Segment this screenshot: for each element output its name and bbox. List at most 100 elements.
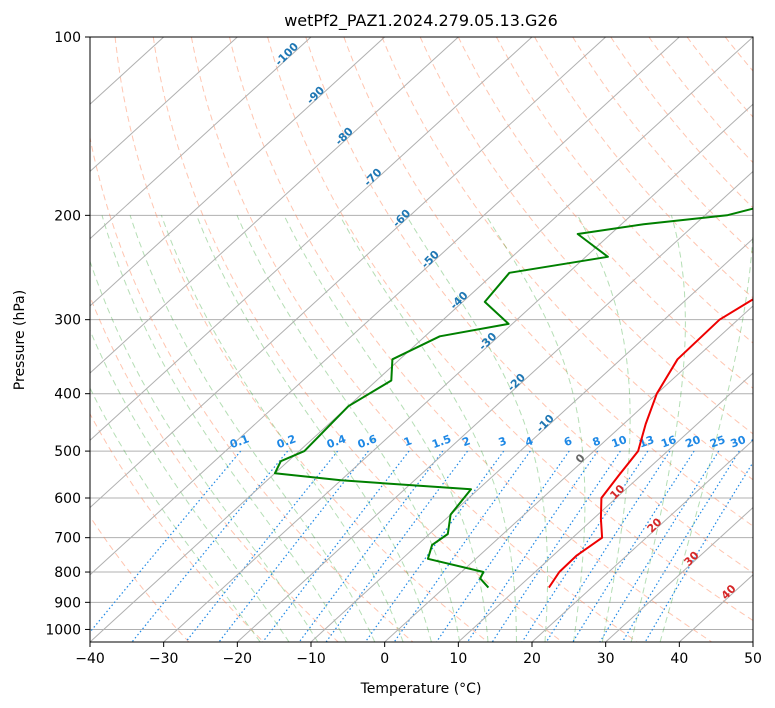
y-tick-label: 400 [54, 387, 81, 403]
x-axis-label: Temperature (°C) [360, 681, 482, 697]
dry-adiabat [343, 37, 753, 527]
dry-adiabat [152, 37, 563, 642]
isotherm-line [90, 37, 607, 509]
dry-adiabat [648, 37, 753, 164]
isotherm-line [310, 237, 753, 642]
background-labels: 0.1 0.2 0.4 0.6 1 1.5 2 3 4 6 8 10 13 16 20 25 30 36-100-… [228, 40, 768, 602]
dry-adiabat [90, 412, 264, 642]
y-axis-ticks: 100 200 300 400 500 600 700 800 900 1000 [45, 30, 90, 638]
isotherm-label: -100 [272, 40, 301, 69]
x-tick-label: −20 [223, 651, 253, 667]
isotherm-label: 20 [645, 515, 665, 535]
isotherm-line [90, 37, 386, 307]
mixing-ratio-label: 8 [591, 434, 603, 449]
isotherm-label: 40 [719, 582, 739, 602]
dry-adiabat [763, 37, 775, 642]
x-tick-label: −40 [75, 651, 105, 667]
background-lines [90, 37, 775, 642]
moist-adiabat [283, 215, 489, 642]
mixing-ratio-label: 3 [497, 434, 509, 449]
mixing-ratio-line [298, 450, 444, 642]
isotherm-line [236, 170, 753, 642]
y-tick-label: 500 [54, 444, 81, 460]
moist-adiabat [90, 387, 261, 642]
x-tick-label: 50 [744, 651, 762, 667]
y-axis-label: Pressure (hPa) [12, 290, 28, 390]
isotherm-label: -40 [447, 289, 470, 312]
isotherm-label: -60 [390, 207, 413, 230]
isotherm-line [90, 37, 753, 642]
mixing-ratio-label: 0.1 [228, 432, 251, 451]
isotherm-label: 30 [682, 549, 702, 569]
x-tick-label: 20 [523, 651, 541, 667]
dry-adiabat [724, 37, 753, 72]
dry-adiabat [381, 37, 753, 481]
x-tick-label: −30 [149, 651, 179, 667]
chart-title: wetPf2_PAZ1.2024.279.05.13.G26 [284, 11, 558, 31]
mixing-ratio-label: 1 [402, 434, 414, 449]
dry-adiabat [90, 135, 414, 642]
isotherm-line [384, 305, 753, 642]
y-tick-label: 700 [54, 531, 81, 547]
series-temperature-line [548, 298, 753, 589]
mixing-ratio-line [491, 450, 621, 642]
moist-adiabat [339, 215, 517, 642]
moist-adiabat [101, 215, 347, 642]
mixing-ratio-line [599, 450, 720, 642]
x-tick-label: −10 [296, 651, 326, 667]
y-tick-label: 100 [54, 30, 81, 46]
mixing-ratio-line [364, 450, 505, 642]
isotherm-label: -80 [333, 125, 356, 148]
isotherm-line [752, 641, 753, 642]
mixing-ratio-label: 10 [610, 433, 629, 451]
isotherm-label: -20 [505, 371, 528, 394]
mixing-ratio-line [466, 450, 599, 642]
moist-adiabat [196, 215, 432, 642]
mixing-ratio-label: 0.4 [325, 432, 348, 451]
moist-adiabat [90, 328, 290, 642]
mixing-ratio-line [218, 450, 369, 642]
plot-frame [89, 36, 754, 643]
isotherm-line [90, 37, 459, 374]
isotherm-line [163, 103, 753, 642]
mixing-ratio-line [185, 450, 339, 642]
dry-adiabat [267, 37, 753, 622]
mixing-ratio-label: 36 [749, 433, 768, 451]
isotherm-line [457, 372, 753, 642]
isotherm-label: -30 [476, 330, 499, 353]
isotherm-label: -50 [419, 248, 442, 271]
moist-adiabat [659, 221, 753, 642]
moist-adiabat [129, 215, 376, 642]
mixing-ratio-label: 1.5 [430, 432, 453, 451]
isotherm-line [90, 37, 238, 173]
isotherm-label: -70 [361, 166, 384, 189]
y-tick-label: 200 [54, 208, 81, 224]
mixing-ratio-line [131, 450, 289, 642]
mixing-ratio-line [545, 450, 671, 642]
mixing-ratio-label: 4 [523, 434, 535, 449]
series-dewpoint-line [273, 207, 753, 589]
mixing-ratio-line [325, 450, 468, 642]
mixing-ratio-label: 0.2 [275, 432, 298, 451]
isotherm-line [90, 37, 533, 442]
moist-adiabat [90, 259, 319, 642]
x-tick-label: 10 [449, 651, 467, 667]
dry-adiabat [90, 295, 339, 642]
y-tick-label: 1000 [45, 622, 81, 638]
y-tick-label: 600 [54, 491, 81, 507]
moist-adiabat [405, 215, 549, 642]
y-tick-label: 300 [54, 313, 81, 329]
dry-adiabat [190, 37, 638, 642]
profile-series [273, 207, 753, 589]
mixing-ratio-label: 2 [461, 434, 473, 449]
mixing-ratio-line [621, 450, 740, 642]
dry-adiabat [305, 37, 753, 574]
mixing-ratio-label: 6 [562, 434, 574, 449]
y-tick-label: 900 [54, 595, 81, 611]
mixing-ratio-line [435, 450, 570, 642]
isotherm-label: -10 [534, 412, 557, 435]
x-axis-ticks: −40 −30 −20 −10 0 10 20 30 40 50 [75, 642, 762, 667]
mixing-ratio-label: 20 [684, 433, 703, 451]
dry-adiabat [572, 37, 753, 254]
